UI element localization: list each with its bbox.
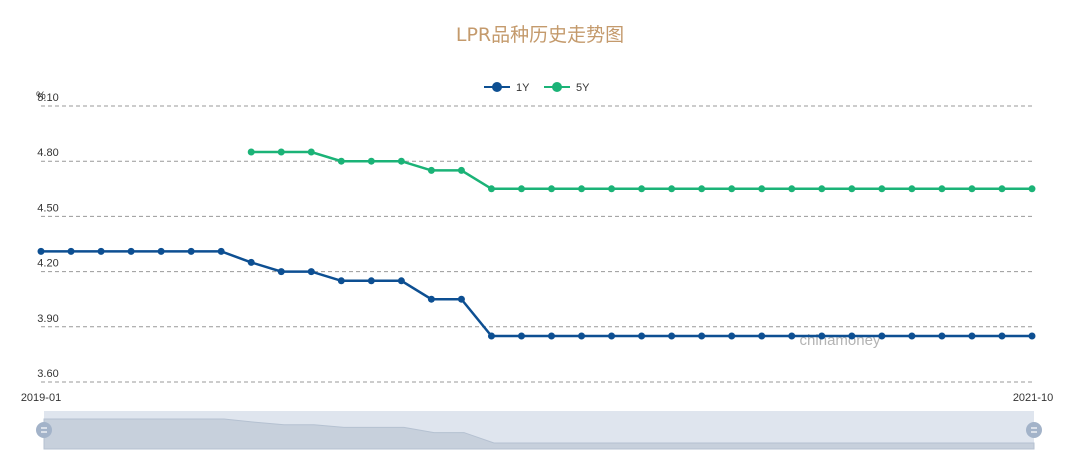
drag-handle-icon[interactable]	[1026, 422, 1042, 438]
series-line-5Y	[251, 150, 1032, 191]
data-point-5Y[interactable]	[337, 157, 345, 165]
data-point-1Y[interactable]	[247, 258, 255, 266]
data-point-1Y[interactable]	[998, 332, 1006, 340]
legend-item-5Y[interactable]: 5Y	[544, 82, 590, 94]
data-point-1Y[interactable]	[1028, 332, 1036, 340]
data-point-1Y[interactable]	[487, 332, 495, 340]
y-tick-label: 5.10	[37, 92, 58, 104]
data-point-1Y[interactable]	[67, 247, 75, 255]
data-point-1Y[interactable]	[698, 332, 706, 340]
data-point-1Y[interactable]	[217, 247, 225, 255]
data-point-5Y[interactable]	[247, 148, 255, 156]
data-point-5Y[interactable]	[548, 185, 556, 193]
data-point-1Y[interactable]	[97, 247, 105, 255]
legend-item-1Y[interactable]: 1Y	[484, 82, 530, 94]
data-point-1Y[interactable]	[938, 332, 946, 340]
data-point-5Y[interactable]	[367, 157, 375, 165]
y-tick-label: 4.20	[37, 258, 58, 270]
zoom-handle-right[interactable]	[1026, 422, 1042, 438]
y-tick-label: 3.60	[37, 368, 58, 380]
legend-marker-icon	[552, 82, 562, 92]
data-point-1Y[interactable]	[157, 247, 165, 255]
data-point-5Y[interactable]	[998, 185, 1006, 193]
data-point-5Y[interactable]	[818, 185, 826, 193]
data-point-1Y[interactable]	[548, 332, 556, 340]
data-point-1Y[interactable]	[397, 277, 405, 285]
data-point-1Y[interactable]	[638, 332, 646, 340]
data-point-5Y[interactable]	[758, 185, 766, 193]
data-point-1Y[interactable]	[968, 332, 976, 340]
data-point-1Y[interactable]	[457, 295, 465, 303]
data-point-1Y[interactable]	[788, 332, 796, 340]
data-point-1Y[interactable]	[307, 268, 315, 276]
data-point-5Y[interactable]	[397, 157, 405, 165]
zoom-handle-left[interactable]	[36, 422, 52, 438]
data-point-5Y[interactable]	[1028, 185, 1036, 193]
data-point-5Y[interactable]	[517, 185, 525, 193]
data-point-5Y[interactable]	[457, 166, 465, 174]
data-point-5Y[interactable]	[277, 148, 285, 156]
data-point-5Y[interactable]	[728, 185, 736, 193]
data-point-5Y[interactable]	[938, 185, 946, 193]
data-point-1Y[interactable]	[878, 332, 886, 340]
data-point-1Y[interactable]	[818, 332, 826, 340]
y-tick-label: 4.50	[37, 202, 58, 214]
data-point-1Y[interactable]	[427, 295, 435, 303]
x-axis-end-label: 2021-10	[1013, 392, 1053, 404]
data-point-5Y[interactable]	[668, 185, 676, 193]
legend-label: 1Y	[516, 82, 530, 94]
data-point-1Y[interactable]	[517, 332, 525, 340]
series-1Y	[37, 247, 1036, 340]
data-point-1Y[interactable]	[337, 277, 345, 285]
data-point-1Y[interactable]	[728, 332, 736, 340]
data-point-5Y[interactable]	[698, 185, 706, 193]
data-point-5Y[interactable]	[427, 166, 435, 174]
data-point-5Y[interactable]	[608, 185, 616, 193]
legend-label: 5Y	[576, 82, 590, 94]
data-point-1Y[interactable]	[127, 247, 135, 255]
data-point-5Y[interactable]	[788, 185, 796, 193]
y-axis-unit: %	[36, 90, 46, 102]
data-point-1Y[interactable]	[758, 332, 766, 340]
series-line-1Y	[41, 250, 1032, 338]
data-point-1Y[interactable]	[668, 332, 676, 340]
drag-handle-icon[interactable]	[36, 422, 52, 438]
data-point-1Y[interactable]	[608, 332, 616, 340]
legend-marker-icon	[492, 82, 502, 92]
data-zoom-slider[interactable]	[36, 411, 1042, 450]
data-point-5Y[interactable]	[487, 185, 495, 193]
data-point-1Y[interactable]	[367, 277, 375, 285]
data-point-1Y[interactable]	[908, 332, 916, 340]
data-point-5Y[interactable]	[848, 185, 856, 193]
data-point-1Y[interactable]	[578, 332, 586, 340]
data-point-1Y[interactable]	[848, 332, 856, 340]
data-point-5Y[interactable]	[638, 185, 646, 193]
data-point-1Y[interactable]	[277, 268, 285, 276]
zoom-preview-area	[43, 418, 1035, 450]
x-axis-start-label: 2019-01	[21, 392, 61, 404]
series-group	[37, 148, 1036, 340]
data-point-1Y[interactable]	[187, 247, 195, 255]
series-5Y	[247, 148, 1036, 193]
y-tick-label: 4.80	[37, 147, 58, 159]
data-point-5Y[interactable]	[578, 185, 586, 193]
data-point-5Y[interactable]	[307, 148, 315, 156]
data-point-5Y[interactable]	[878, 185, 886, 193]
data-point-5Y[interactable]	[908, 185, 916, 193]
data-point-1Y[interactable]	[37, 247, 45, 255]
data-point-5Y[interactable]	[968, 185, 976, 193]
chart-title: LPR品种历史走势图	[456, 24, 624, 46]
gridlines	[41, 105, 1032, 383]
y-tick-label: 3.90	[37, 313, 58, 325]
legend: 1Y 5Y	[484, 82, 590, 94]
watermark: chinamoney	[800, 332, 881, 349]
y-axis-ticks: 5.10 4.80 4.50 4.20 3.90 3.60	[37, 92, 58, 380]
